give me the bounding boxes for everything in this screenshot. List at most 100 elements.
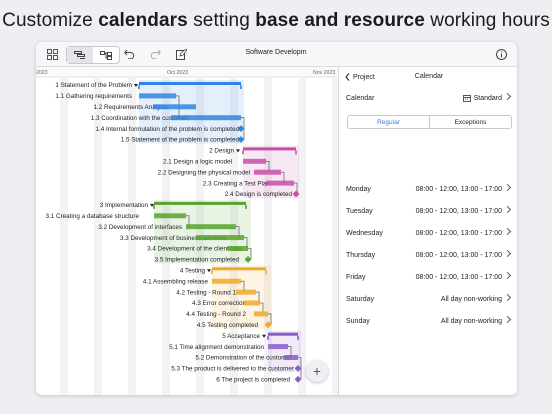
task-label[interactable]: 2 Design bbox=[209, 148, 234, 155]
back-button[interactable]: Project bbox=[345, 73, 375, 81]
milestone-diamond[interactable] bbox=[264, 321, 272, 329]
task-bar[interactable] bbox=[186, 224, 236, 230]
task-label[interactable]: 5.1 Time alignment demonstration bbox=[169, 344, 264, 351]
task-bar[interactable] bbox=[284, 355, 298, 360]
task-label[interactable]: 5.3 The product is delivered to the cust… bbox=[171, 366, 294, 373]
task-label[interactable]: 1.1 Gathering requirements bbox=[55, 93, 132, 100]
chevron-right-icon bbox=[503, 92, 512, 101]
gantt-view-icon[interactable] bbox=[67, 47, 93, 63]
task-label[interactable]: 3 Implementation bbox=[100, 202, 149, 209]
task-label[interactable]: 2.2 Designing the physical model bbox=[158, 169, 250, 176]
phase-area bbox=[212, 265, 271, 329]
task-bar[interactable] bbox=[228, 246, 248, 251]
summary-bar[interactable] bbox=[268, 332, 298, 336]
summary-bracket bbox=[267, 335, 299, 340]
resource-view-icon[interactable] bbox=[93, 47, 119, 63]
calendar-value-text: Standard bbox=[473, 94, 502, 102]
weekday-row-friday[interactable]: Friday 08:00 - 12:00, 13:00 - 17:00 bbox=[346, 271, 512, 283]
weekday-row-tuesday[interactable]: Tuesday 08:00 - 12:00, 13:00 - 17:00 bbox=[346, 205, 512, 217]
info-icon[interactable] bbox=[495, 46, 507, 62]
task-label[interactable]: 3.1 Creating a database structure bbox=[46, 213, 140, 220]
task-label[interactable]: 4.1 Assembling release bbox=[143, 278, 209, 285]
dependency-link bbox=[266, 161, 270, 173]
tab-regular[interactable]: Regular bbox=[348, 116, 430, 128]
calendar-label: Calendar bbox=[346, 94, 375, 102]
task-bar[interactable] bbox=[243, 158, 266, 164]
task-label[interactable]: 1 Statement of the Problem bbox=[55, 82, 132, 89]
weekday-label: Friday bbox=[346, 273, 366, 281]
chevron-right-icon bbox=[503, 249, 512, 258]
task-bar[interactable] bbox=[196, 235, 244, 241]
edit-icon[interactable] bbox=[174, 46, 188, 62]
chevron-right-icon bbox=[503, 293, 512, 302]
tab-exceptions[interactable]: Exceptions bbox=[454, 118, 487, 126]
task-label[interactable]: 1.2 Requirements Analysis bbox=[93, 104, 168, 111]
collapse-triangle-icon[interactable] bbox=[207, 269, 211, 273]
redo-icon[interactable] bbox=[148, 46, 162, 62]
collapse-triangle-icon[interactable] bbox=[150, 203, 154, 207]
task-label[interactable]: 4.4 Testing - Round 2 bbox=[186, 311, 246, 318]
task-label[interactable]: 5 Acceptance bbox=[222, 333, 260, 340]
calendar-tabs: Regular Exceptions bbox=[347, 115, 512, 129]
task-label[interactable]: 4.3 Error correction bbox=[192, 300, 246, 307]
task-bar[interactable] bbox=[254, 311, 268, 317]
collapse-triangle-icon[interactable] bbox=[236, 149, 240, 153]
summary-bar[interactable] bbox=[243, 147, 296, 151]
weekday-label: Wednesday bbox=[346, 229, 383, 237]
task-label[interactable]: 4 Testing bbox=[180, 268, 206, 275]
task-bar[interactable] bbox=[139, 93, 176, 99]
task-label[interactable]: 1.5 Statement of the problem is complete… bbox=[121, 137, 240, 144]
task-bar[interactable] bbox=[154, 213, 186, 219]
weekday-label: Saturday bbox=[346, 295, 375, 303]
task-bar[interactable] bbox=[153, 104, 196, 110]
task-label[interactable]: 1.3 Coordination with the customer bbox=[91, 115, 188, 122]
calendar-selector[interactable]: Calendar Standard bbox=[346, 92, 512, 104]
month-label: 2023 bbox=[36, 70, 48, 76]
weekday-label: Tuesday bbox=[346, 207, 373, 215]
milestone-diamond[interactable] bbox=[237, 136, 245, 143]
add-task-button[interactable]: + bbox=[306, 360, 328, 382]
summary-bar[interactable] bbox=[139, 82, 241, 85]
task-label[interactable]: 3.5 Implementation completed bbox=[155, 257, 240, 264]
task-bar[interactable] bbox=[212, 278, 241, 284]
collapse-triangle-icon[interactable] bbox=[262, 334, 266, 338]
dependency-link bbox=[236, 226, 240, 238]
headline: Customize calendars setting base and res… bbox=[0, 10, 552, 32]
task-bar[interactable] bbox=[171, 115, 241, 121]
dependency-link bbox=[176, 95, 180, 118]
weekday-row-wednesday[interactable]: Wednesday 08:00 - 12:00, 13:00 - 17:00 bbox=[346, 227, 512, 239]
weekday-row-monday[interactable]: Monday 08:00 - 12:00, 13:00 - 17:00 bbox=[346, 183, 512, 195]
weekday-row-saturday[interactable]: Saturday All day non-working bbox=[346, 293, 512, 305]
grid-icon[interactable] bbox=[45, 46, 59, 62]
weekday-row-sunday[interactable]: Sunday All day non-working bbox=[346, 315, 512, 327]
task-bar[interactable] bbox=[244, 300, 260, 306]
task-label[interactable]: 4.5 Testing completed bbox=[197, 322, 259, 329]
task-bar[interactable] bbox=[268, 344, 288, 350]
task-bar[interactable] bbox=[236, 289, 256, 295]
task-label[interactable]: 3.4 Development of the client side bbox=[147, 246, 242, 253]
task-label[interactable]: 2.4 Design is completed bbox=[225, 191, 293, 198]
summary-bar[interactable] bbox=[154, 201, 246, 205]
dependency-link bbox=[260, 302, 264, 314]
task-label[interactable]: 6 The project is completed bbox=[216, 377, 290, 384]
task-label[interactable]: 2.1 Design a logic model bbox=[163, 159, 232, 166]
milestone-diamond[interactable] bbox=[244, 256, 252, 263]
milestone-diamond[interactable] bbox=[294, 375, 302, 383]
milestone-diamond[interactable] bbox=[294, 365, 302, 372]
task-label[interactable]: 4.2 Testing - Round 1 bbox=[176, 289, 236, 296]
task-label[interactable]: 5.2 Demonstration of the customer bbox=[195, 355, 292, 362]
task-bar[interactable] bbox=[254, 169, 281, 175]
task-label[interactable]: 2.3 Creating a Test Plan bbox=[203, 180, 271, 187]
weekday-label: Thursday bbox=[346, 251, 376, 259]
working-hours: 08:00 - 12:00, 13:00 - 17:00 bbox=[415, 273, 502, 281]
task-label[interactable]: 3.3 Development of business services bbox=[120, 235, 226, 242]
task-bar[interactable] bbox=[266, 180, 294, 186]
working-hours: All day non-working bbox=[440, 295, 502, 303]
collapse-triangle-icon[interactable] bbox=[134, 84, 138, 87]
task-label[interactable]: 1.4 Internal formulation of the problem … bbox=[95, 126, 239, 133]
undo-icon[interactable] bbox=[122, 46, 136, 62]
summary-bar[interactable] bbox=[212, 267, 266, 271]
task-label[interactable]: 3.2 Development of interfaces bbox=[98, 224, 182, 231]
milestone-diamond[interactable] bbox=[292, 190, 300, 198]
weekday-row-thursday[interactable]: Thursday 08:00 - 12:00, 13:00 - 17:00 bbox=[346, 249, 512, 261]
